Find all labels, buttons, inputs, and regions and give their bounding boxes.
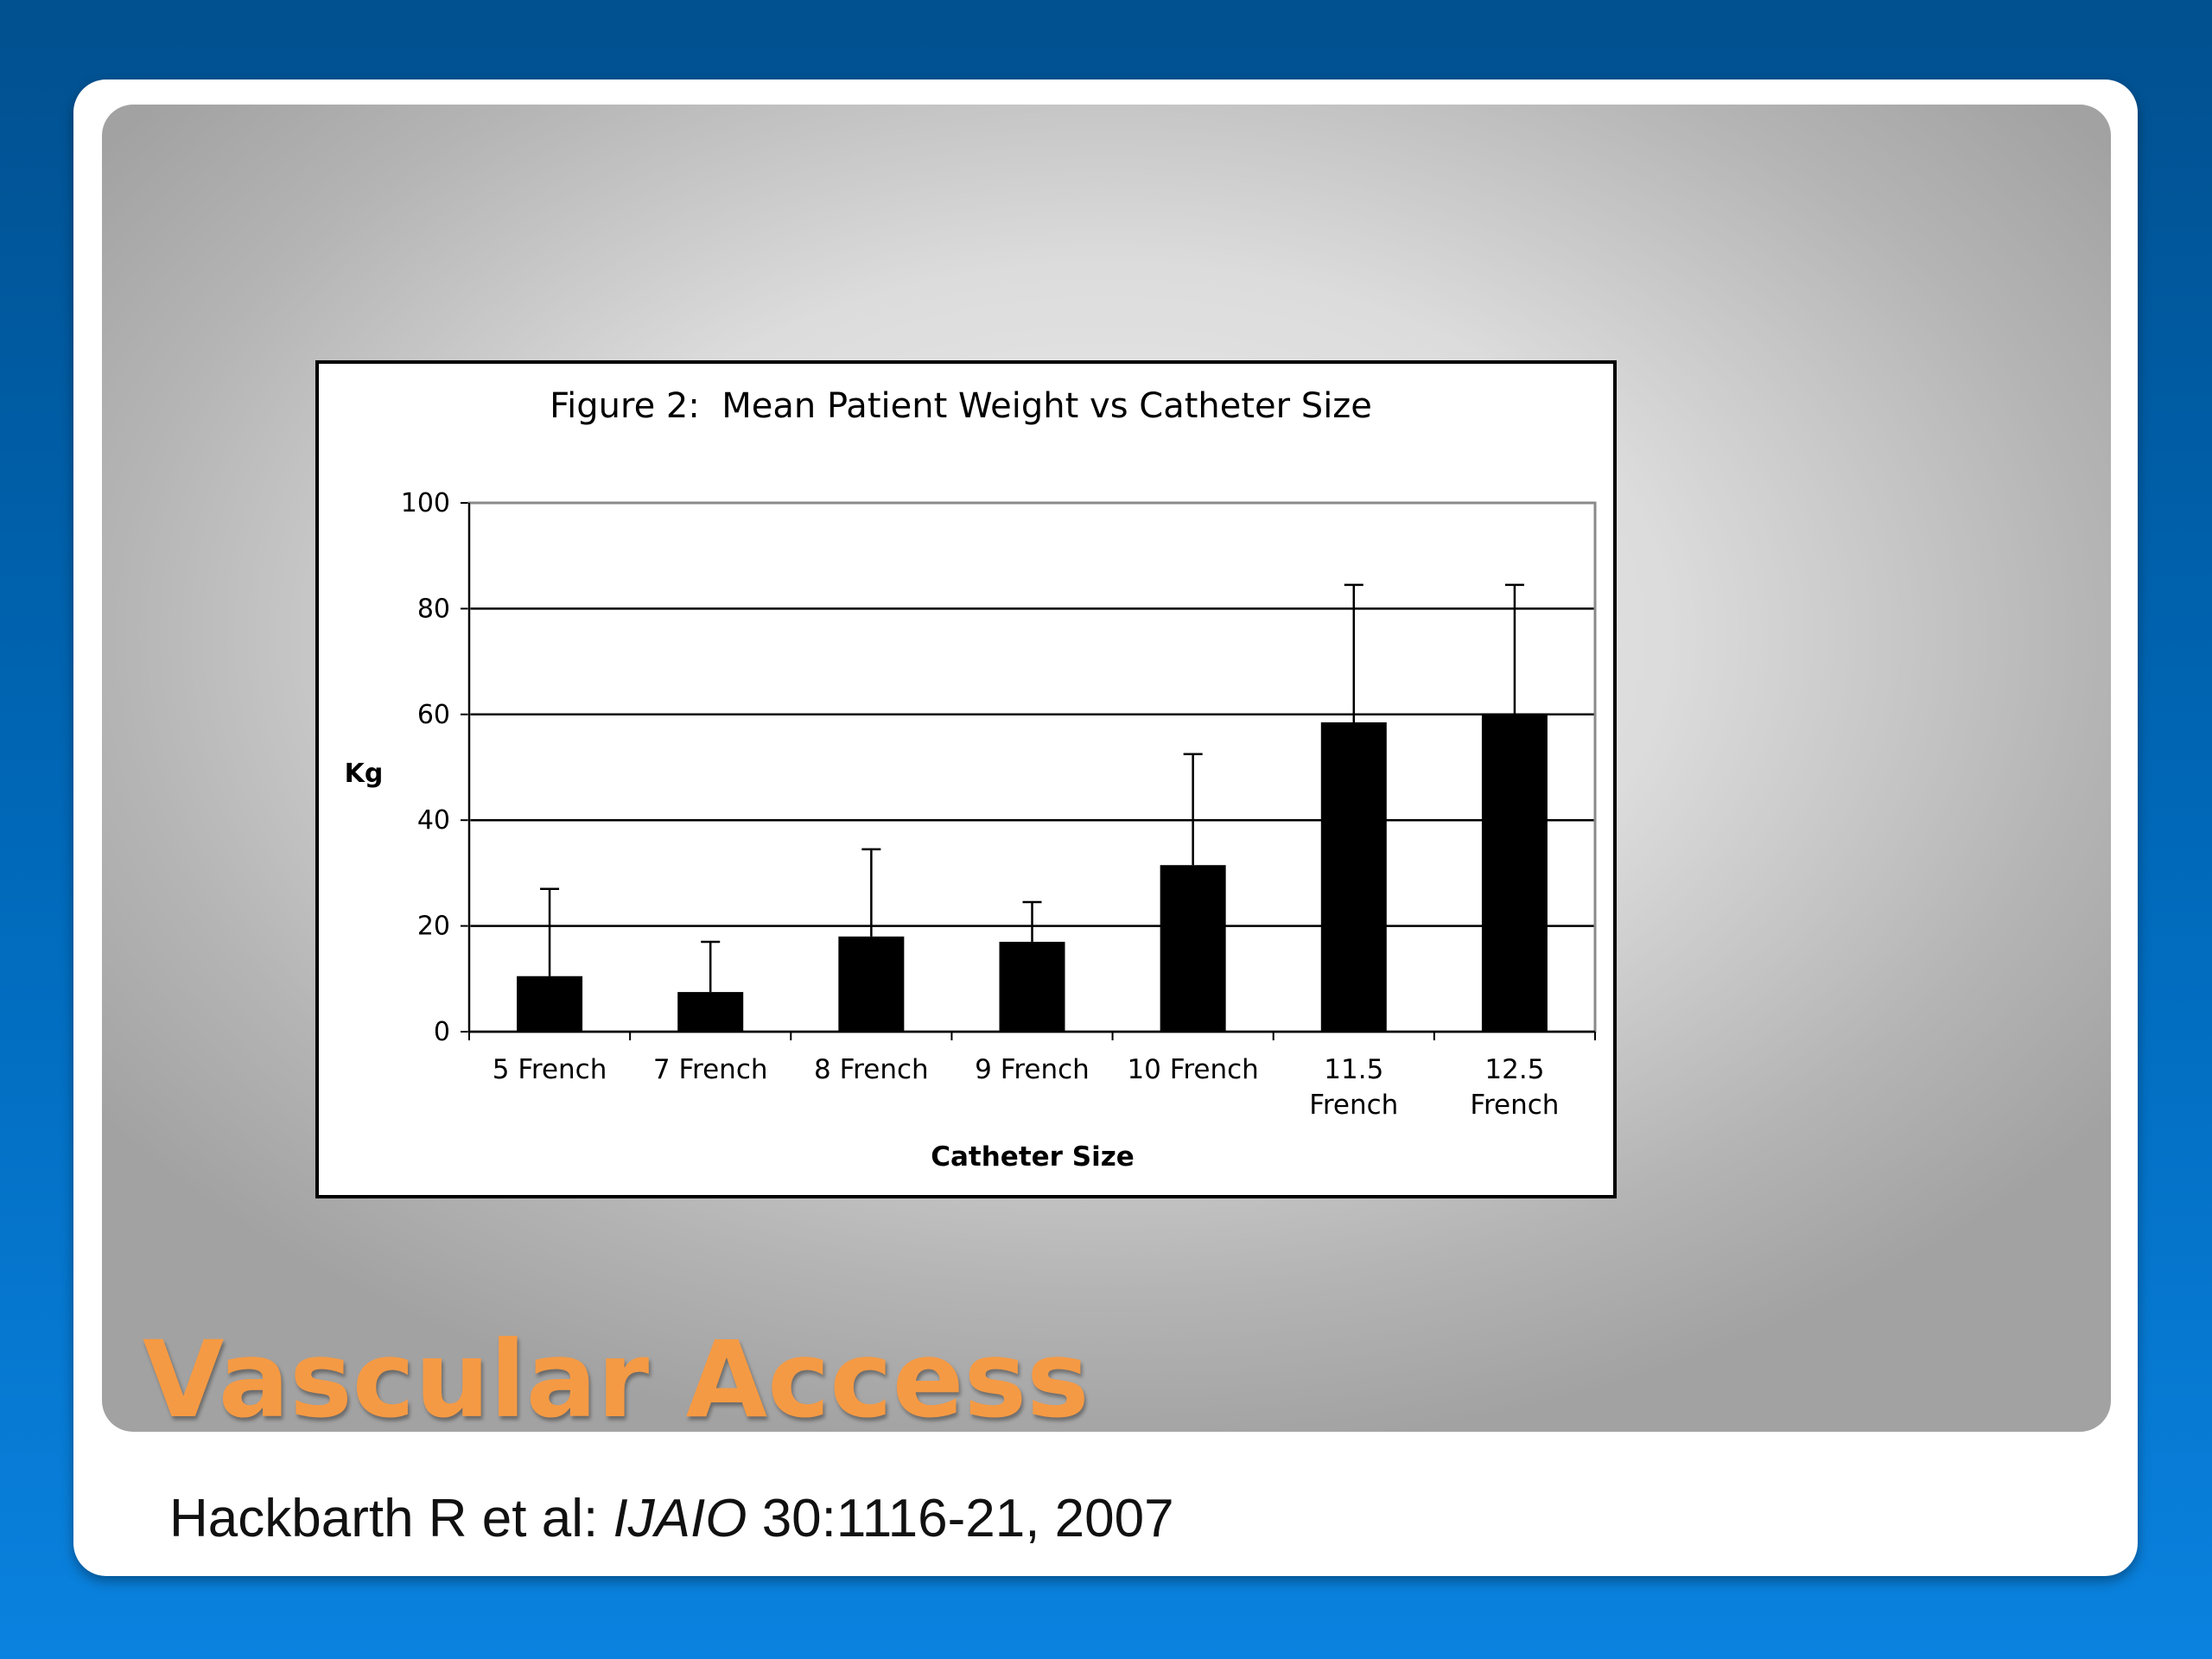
bar: [1320, 721, 1387, 1032]
x-axis-label: Catheter Size: [931, 1141, 1135, 1173]
x-tick-label: 8 French: [814, 1054, 929, 1085]
chart-title: Figure 2: Mean Patient Weight vs Cathete…: [550, 386, 1372, 426]
y-axis-label: Kg: [345, 759, 384, 789]
figure-box: Figure 2: Mean Patient Weight vs Cathete…: [315, 360, 1617, 1198]
citation-journal: IJAIO: [613, 1489, 747, 1548]
y-tick-label: 40: [417, 805, 450, 836]
x-tick-label: 12.5: [1484, 1054, 1544, 1085]
x-tick-label: 5 French: [493, 1054, 607, 1085]
y-tick-label: 80: [417, 594, 450, 624]
bar-chart: Figure 2: Mean Patient Weight vs Cathete…: [345, 386, 1597, 1173]
x-tick-label: 9 French: [975, 1054, 1090, 1085]
y-tick-label: 0: [434, 1017, 450, 1047]
citation-details: 30:1116-21, 2007: [747, 1489, 1174, 1548]
citation: Hackbarth R et al: IJAIO 30:1116-21, 200…: [169, 1488, 1174, 1549]
x-tick-label: 11.5: [1324, 1054, 1383, 1085]
slide-title: Vascular Access: [143, 1319, 1090, 1441]
x-tick-label: French: [1470, 1090, 1559, 1121]
bar: [999, 941, 1065, 1032]
citation-authors: Hackbarth R et al:: [169, 1489, 613, 1548]
x-tick-label: French: [1309, 1090, 1398, 1121]
x-tick-label: 7 French: [653, 1054, 768, 1085]
y-tick-label: 100: [401, 488, 450, 518]
bar: [1160, 865, 1226, 1032]
bar: [517, 976, 583, 1032]
x-tick-label: 10 French: [1127, 1054, 1258, 1085]
y-tick-label: 60: [417, 700, 450, 730]
y-tick-label: 20: [417, 912, 450, 942]
bar: [677, 992, 744, 1032]
bar: [838, 936, 905, 1032]
plot-area: 0 20 40 60 80 100 5 French 7 French 8 French 9 Fr…: [401, 488, 1597, 1121]
bar: [1481, 714, 1548, 1032]
